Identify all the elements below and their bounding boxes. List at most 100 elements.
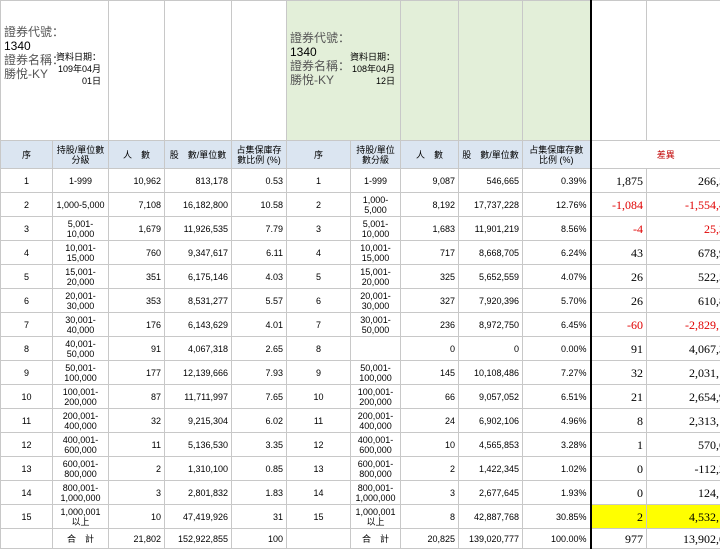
row-people-2: 9,087 — [401, 169, 459, 193]
row-seq-2: 6 — [287, 289, 351, 313]
row-people: 10 — [109, 505, 165, 529]
row-shares: 1,310,100 — [165, 457, 232, 481]
right-name: 勝悅-KY — [290, 73, 350, 87]
row-shares-2: 8,972,750 — [459, 313, 523, 337]
row-diff-people: 0 — [591, 481, 647, 505]
row-level-2 — [351, 337, 401, 361]
row-level-2: 200,001-400,000 — [351, 409, 401, 433]
row-shares: 813,178 — [165, 169, 232, 193]
row-shares-2: 5,652,559 — [459, 265, 523, 289]
row-diff-people: -4 — [591, 217, 647, 241]
col-pct: 占集保庫存數比例 (%) — [232, 141, 287, 169]
row-shares-2: 0 — [459, 337, 523, 361]
row-diff-people: 2 — [591, 505, 647, 529]
row-level-2: 1,000,001以上 — [351, 505, 401, 529]
row-people: 2 — [109, 457, 165, 481]
row-pct-2: 8.56% — [523, 217, 591, 241]
row-seq-2: 12 — [287, 433, 351, 457]
row-level-2: 5,001-10,000 — [351, 217, 401, 241]
row-people-2: 1,683 — [401, 217, 459, 241]
row-pct: 0.53 — [232, 169, 287, 193]
row-level-2: 600,001-800,000 — [351, 457, 401, 481]
row-level: 100,001-200,000 — [53, 385, 109, 409]
row-pct-2: 1.93% — [523, 481, 591, 505]
row-seq-2: 5 — [287, 265, 351, 289]
row-level: 800,001-1,000,000 — [53, 481, 109, 505]
row-shares: 8,531,277 — [165, 289, 232, 313]
left-code: 1340 — [4, 39, 31, 53]
row-diff-people: 26 — [591, 265, 647, 289]
left-stock-info: 證券代號： 1340 證券名稱： 勝悅-KY 資料日期： 109年04月 01日 — [1, 1, 109, 141]
row-people-2: 145 — [401, 361, 459, 385]
row-pct-2: 0.00% — [523, 337, 591, 361]
row-diff-people: 8 — [591, 409, 647, 433]
row-diff-people: -60 — [591, 313, 647, 337]
col-level-2: 持股/單位數分級 — [351, 141, 401, 169]
col-shares: 股 數/單位數 — [165, 141, 232, 169]
row-pct: 0.85 — [232, 457, 287, 481]
total-pct-2: 100.00% — [523, 529, 591, 549]
row-seq-2: 3 — [287, 217, 351, 241]
row-people: 3 — [109, 481, 165, 505]
row-diff-shares: -112,245 — [647, 457, 720, 481]
row-people: 760 — [109, 241, 165, 265]
row-level-2: 50,001-100,000 — [351, 361, 401, 385]
row-pct: 3.35 — [232, 433, 287, 457]
col-seq: 序 — [1, 141, 53, 169]
row-shares-2: 9,057,052 — [459, 385, 523, 409]
row-pct-2: 30.85% — [523, 505, 591, 529]
row-diff-shares: -1,554,428 — [647, 193, 720, 217]
total-people-2: 20,825 — [401, 529, 459, 549]
total-label-2: 合 計 — [351, 529, 401, 549]
left-name-label: 證券名稱： — [4, 53, 56, 67]
col-diff: 差異 — [591, 141, 720, 169]
total-blank — [1, 529, 53, 549]
row-pct: 4.01 — [232, 313, 287, 337]
row-pct-2: 6.24% — [523, 241, 591, 265]
row-pct: 31 — [232, 505, 287, 529]
row-level-2: 800,001-1,000,000 — [351, 481, 401, 505]
row-shares-2: 42,887,768 — [459, 505, 523, 529]
header-info-row: 證券代號： 1340 證券名稱： 勝悅-KY 資料日期： 109年04月 01日 — [1, 1, 720, 141]
row-shares-2: 7,920,396 — [459, 289, 523, 313]
row-people: 87 — [109, 385, 165, 409]
col-pct-2: 占集保庫存數比例 (%) — [523, 141, 591, 169]
row-diff-shares: 678,912 — [647, 241, 720, 265]
total-pct: 100 — [232, 529, 287, 549]
total-label: 合 計 — [53, 529, 109, 549]
right-date-2: 12日 — [350, 75, 395, 87]
left-name: 勝悅-KY — [4, 67, 56, 81]
row-diff-shares: 2,313,198 — [647, 409, 720, 433]
row-people: 10,962 — [109, 169, 165, 193]
row-seq-2: 7 — [287, 313, 351, 337]
row-seq: 6 — [1, 289, 53, 313]
row-diff-shares: 25,316 — [647, 217, 720, 241]
total-shares-2: 139,020,777 — [459, 529, 523, 549]
left-date-label: 資料日期： — [56, 51, 101, 63]
row-seq: 1 — [1, 169, 53, 193]
row-level: 15,001-20,000 — [53, 265, 109, 289]
row-people-2: 8,192 — [401, 193, 459, 217]
row-shares: 9,347,617 — [165, 241, 232, 265]
row-level: 600,001-800,000 — [53, 457, 109, 481]
col-people-2: 人 數 — [401, 141, 459, 169]
row-seq-2: 11 — [287, 409, 351, 433]
row-diff-shares: 2,031,180 — [647, 361, 720, 385]
row-seq-2: 4 — [287, 241, 351, 265]
total-shares: 152,922,855 — [165, 529, 232, 549]
row-seq-2: 10 — [287, 385, 351, 409]
right-code-label: 證券代號： — [290, 31, 350, 45]
row-shares-2: 6,902,106 — [459, 409, 523, 433]
total-people: 21,802 — [109, 529, 165, 549]
row-shares: 6,175,146 — [165, 265, 232, 289]
row-seq: 13 — [1, 457, 53, 481]
row-shares-2: 546,665 — [459, 169, 523, 193]
row-level-2: 100,001-200,000 — [351, 385, 401, 409]
